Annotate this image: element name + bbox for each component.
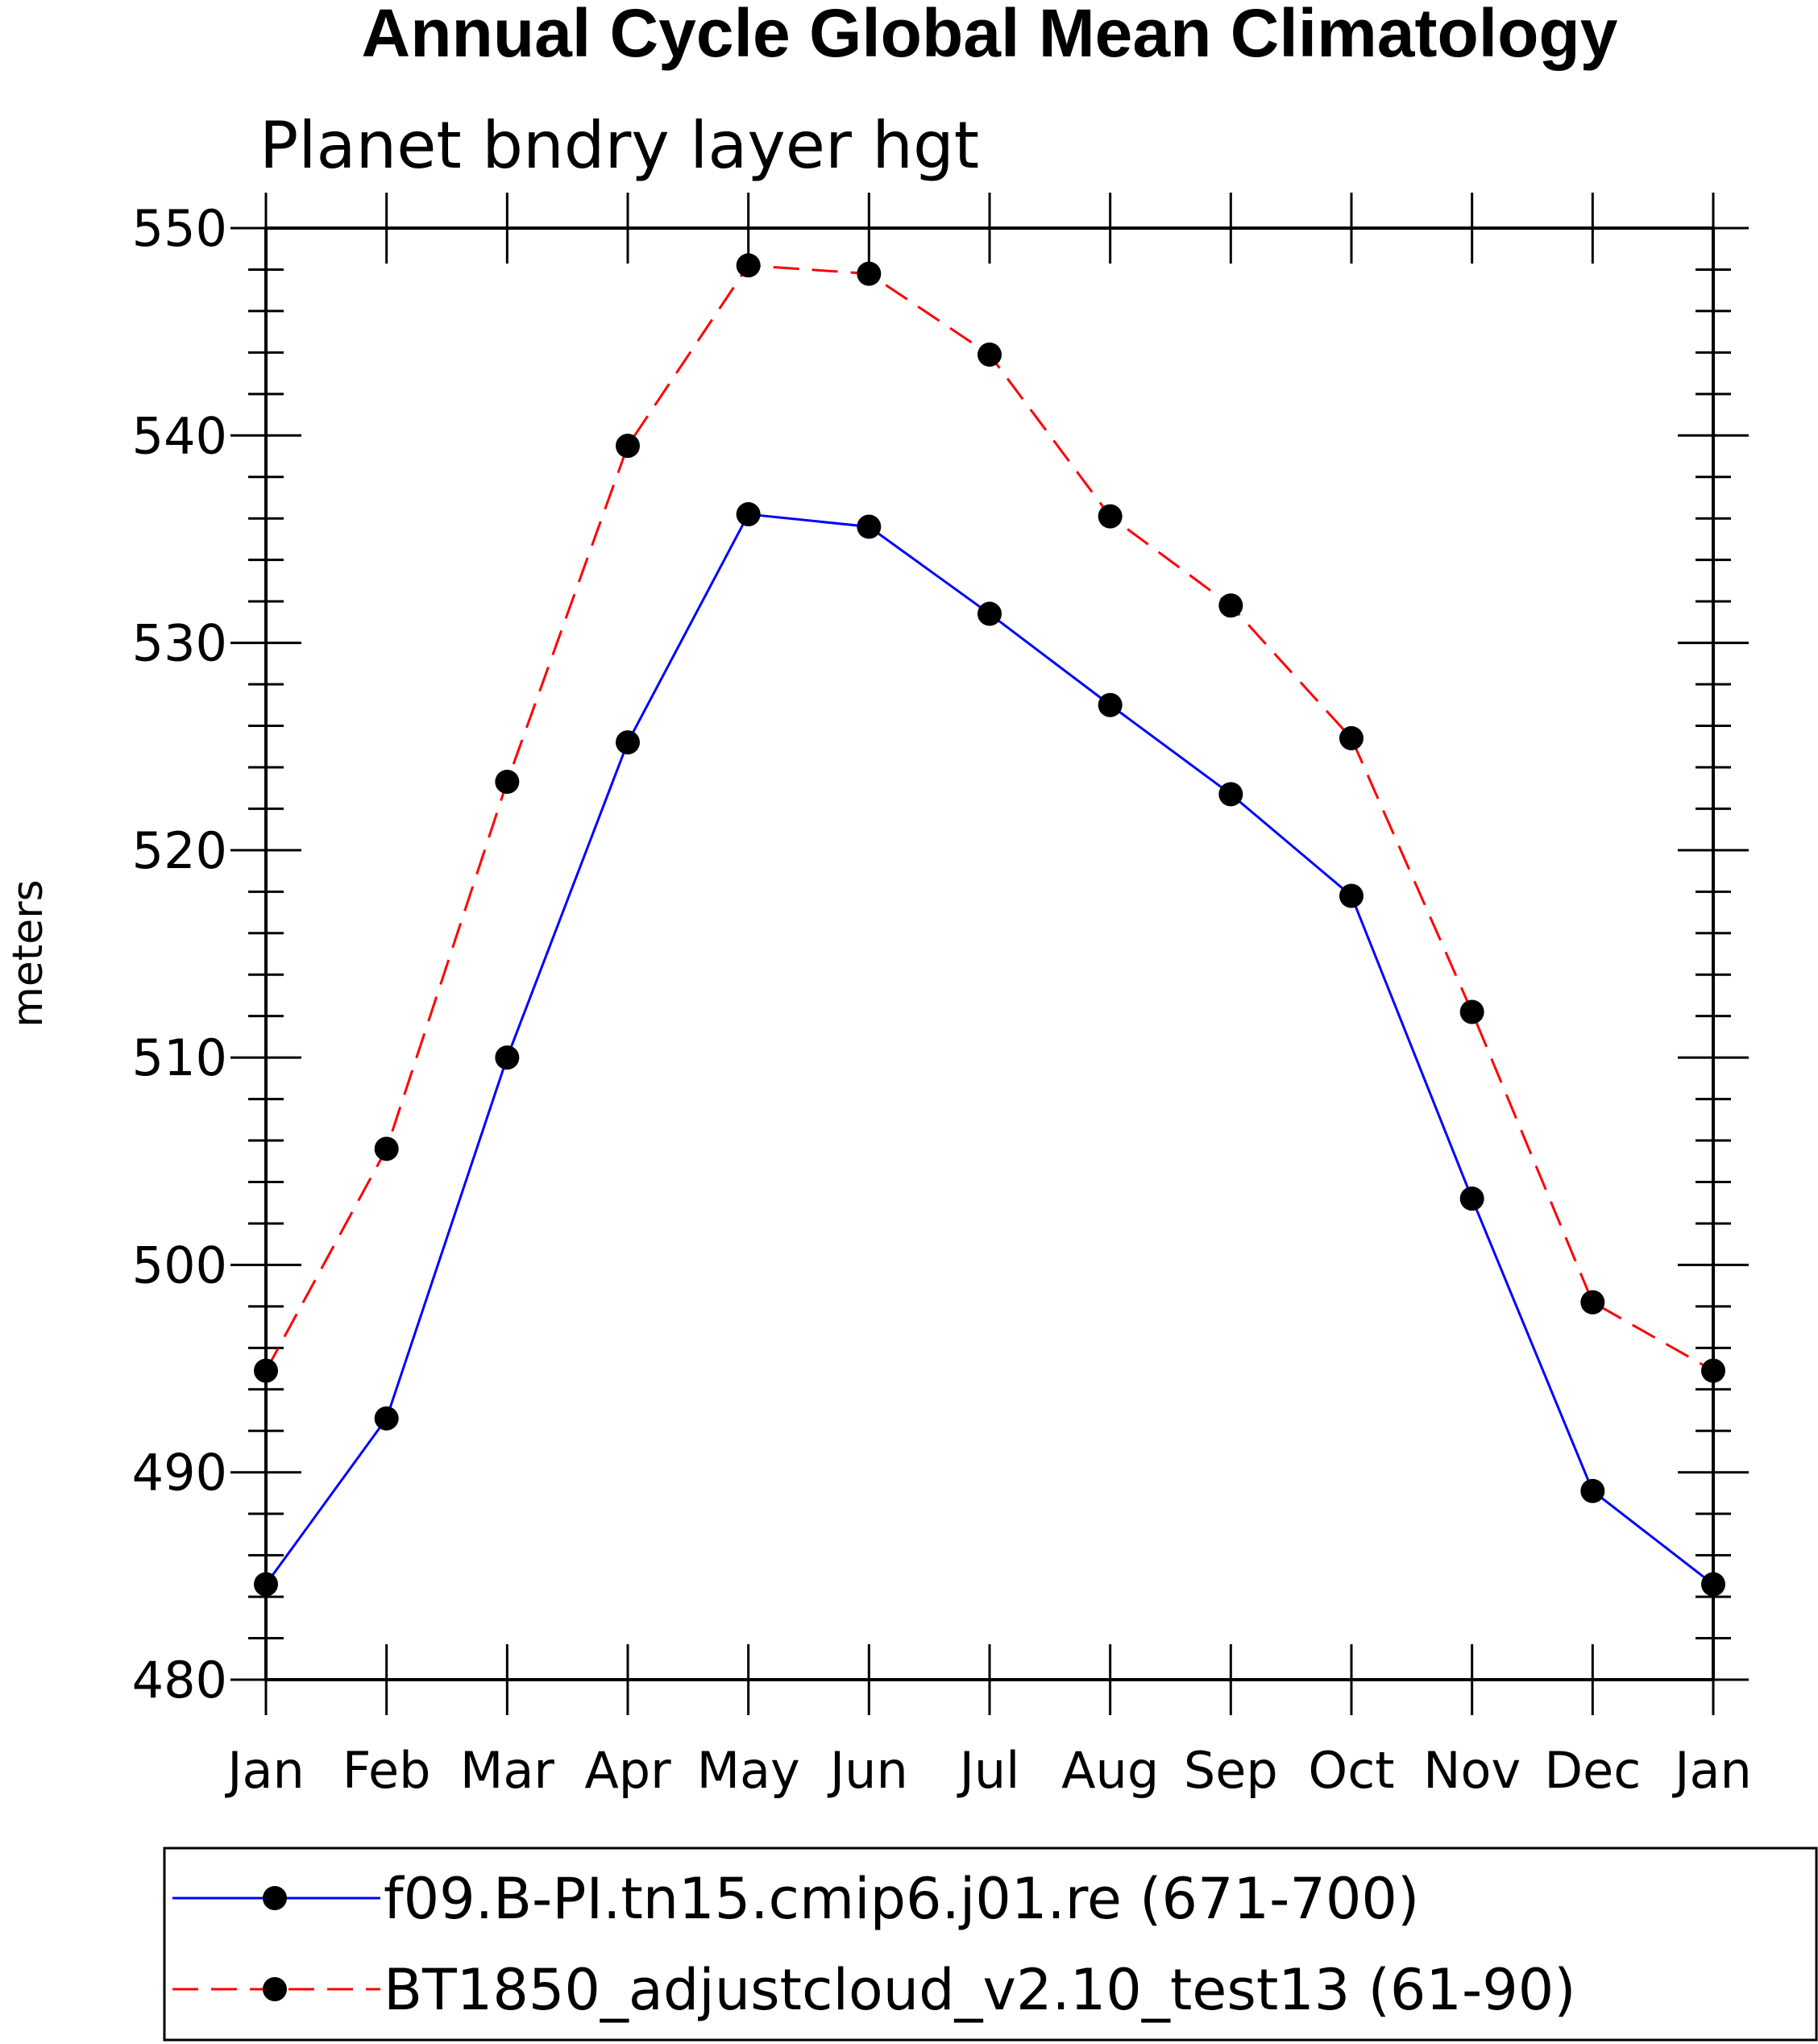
chart-subtitle: Planet bndry layer hgt [259, 108, 979, 183]
x-tick-label: Mar [460, 1741, 554, 1800]
y-tick-label: 540 [132, 406, 227, 465]
y-axis-label: meters [4, 879, 52, 1028]
series-1-point [857, 514, 882, 539]
series-2-point [374, 1136, 399, 1161]
series-1-point [736, 502, 761, 527]
series-2-point [1218, 593, 1243, 618]
plot-frame [264, 226, 1715, 1681]
series-line-2 [264, 264, 1714, 1372]
series-2-point [495, 769, 520, 794]
series-1-point [1098, 692, 1123, 717]
y-tick-label: 520 [132, 821, 227, 880]
x-tick-label: Oct [1308, 1741, 1394, 1800]
y-tick-label: 510 [132, 1028, 227, 1087]
axis-ticks [230, 193, 1749, 1715]
y-tick-labels: 480 490 500 510 520 530 540 550 [132, 199, 227, 1710]
y-tick-label: 500 [132, 1236, 227, 1294]
x-tick-labels: Jan Feb Mar Apr May Jun Jul Aug Sep Oct Nov Dec Jan [224, 1741, 1752, 1800]
series-1-point [254, 1572, 278, 1597]
series-2-point [254, 1358, 278, 1383]
series-1-point [616, 730, 640, 755]
series-1-point [977, 601, 1002, 626]
x-tick-label: Sep [1184, 1741, 1278, 1800]
x-tick-label: May [697, 1741, 800, 1800]
series-layer [254, 253, 1725, 1597]
series-2-point [977, 342, 1002, 367]
x-tick-label: Feb [342, 1741, 431, 1800]
series-1-point [374, 1406, 399, 1431]
legend-marker-2 [263, 1977, 287, 2001]
x-tick-label: Apr [584, 1741, 671, 1800]
series-2-point [616, 434, 640, 459]
legend-items: f09.B-PI.tn15.cmip6.j01.re (671-700) BT18… [172, 1866, 1576, 2023]
series-1-point [1459, 1186, 1484, 1211]
y-tick-label: 530 [132, 614, 227, 673]
chart-title: Annual Cycle Global Mean Climatology [362, 0, 1618, 71]
x-tick-label: Dec [1544, 1741, 1641, 1800]
series-2-point [1701, 1358, 1725, 1383]
series-1-point [1580, 1478, 1605, 1503]
series-2-point [1459, 999, 1484, 1024]
legend-marker-1 [263, 1886, 287, 1910]
legend-box [163, 1847, 1818, 2042]
series-1-point [1339, 883, 1364, 908]
x-tick-label: Aug [1061, 1741, 1159, 1800]
series-2-point [1098, 504, 1123, 529]
series-2-point [1580, 1290, 1605, 1315]
y-tick-label: 550 [132, 199, 227, 258]
y-tick-label: 480 [132, 1651, 227, 1710]
series-1-point [495, 1045, 520, 1070]
legend-label-2: BT1850_adjustcloud_v2.10_test13 (61-90) [384, 1957, 1576, 2023]
series-1-point [1701, 1572, 1725, 1597]
x-tick-label: Jun [827, 1741, 908, 1800]
series-1-point [1218, 782, 1243, 807]
x-tick-label: Nov [1423, 1741, 1521, 1800]
x-tick-label: Jan [224, 1741, 305, 1800]
series-2-point [857, 261, 882, 286]
x-tick-label: Jul [957, 1741, 1020, 1800]
x-tick-label: Jan [1671, 1741, 1752, 1800]
legend-label-1: f09.B-PI.tn15.cmip6.j01.re (671-700) [384, 1866, 1419, 1932]
y-tick-label: 490 [132, 1444, 227, 1502]
series-2-point [1339, 725, 1364, 750]
legend: f09.B-PI.tn15.cmip6.j01.re (671-700) BT18… [163, 1847, 1818, 2042]
series-2-point [736, 253, 761, 278]
series-line-1 [264, 513, 1714, 1585]
